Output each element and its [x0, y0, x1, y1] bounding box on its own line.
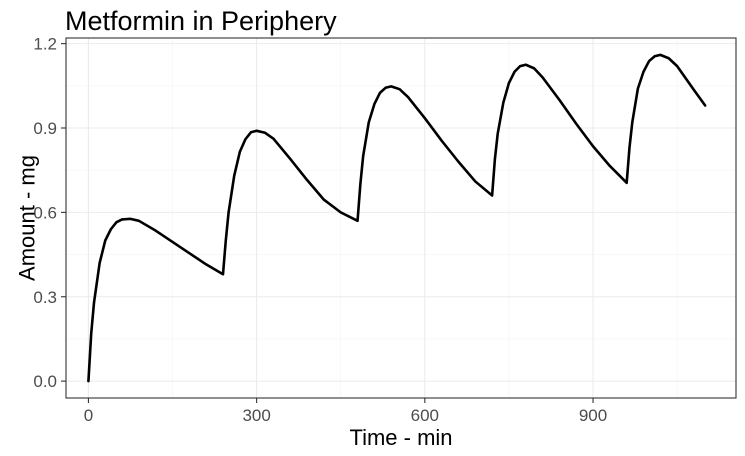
- x-tick-label: 300: [242, 406, 270, 425]
- major-gridlines: [66, 38, 736, 398]
- x-tick-label: 0: [84, 406, 93, 425]
- y-tick-label: 0.6: [33, 203, 57, 222]
- y-axis: 0.0 0.3 0.6 0.9 1.2: [33, 35, 66, 391]
- x-tick-label: 900: [579, 406, 607, 425]
- y-tick-label: 1.2: [33, 35, 57, 54]
- y-tick-label: 0.0: [33, 372, 57, 391]
- y-tick-label: 0.9: [33, 119, 57, 138]
- amount-series-line: [87, 53, 707, 383]
- minor-gridlines: [66, 38, 736, 398]
- y-tick-label: 0.3: [33, 288, 57, 307]
- y-axis-title: Amount - mg: [15, 155, 40, 281]
- panel-border: [65, 37, 737, 399]
- series-layer: [87, 53, 707, 383]
- chart-title: Metformin in Periphery: [65, 6, 337, 36]
- x-tick-label: 600: [411, 406, 439, 425]
- x-axis-title: Time - min: [349, 425, 452, 450]
- x-axis: 0 300 600 900: [84, 398, 607, 425]
